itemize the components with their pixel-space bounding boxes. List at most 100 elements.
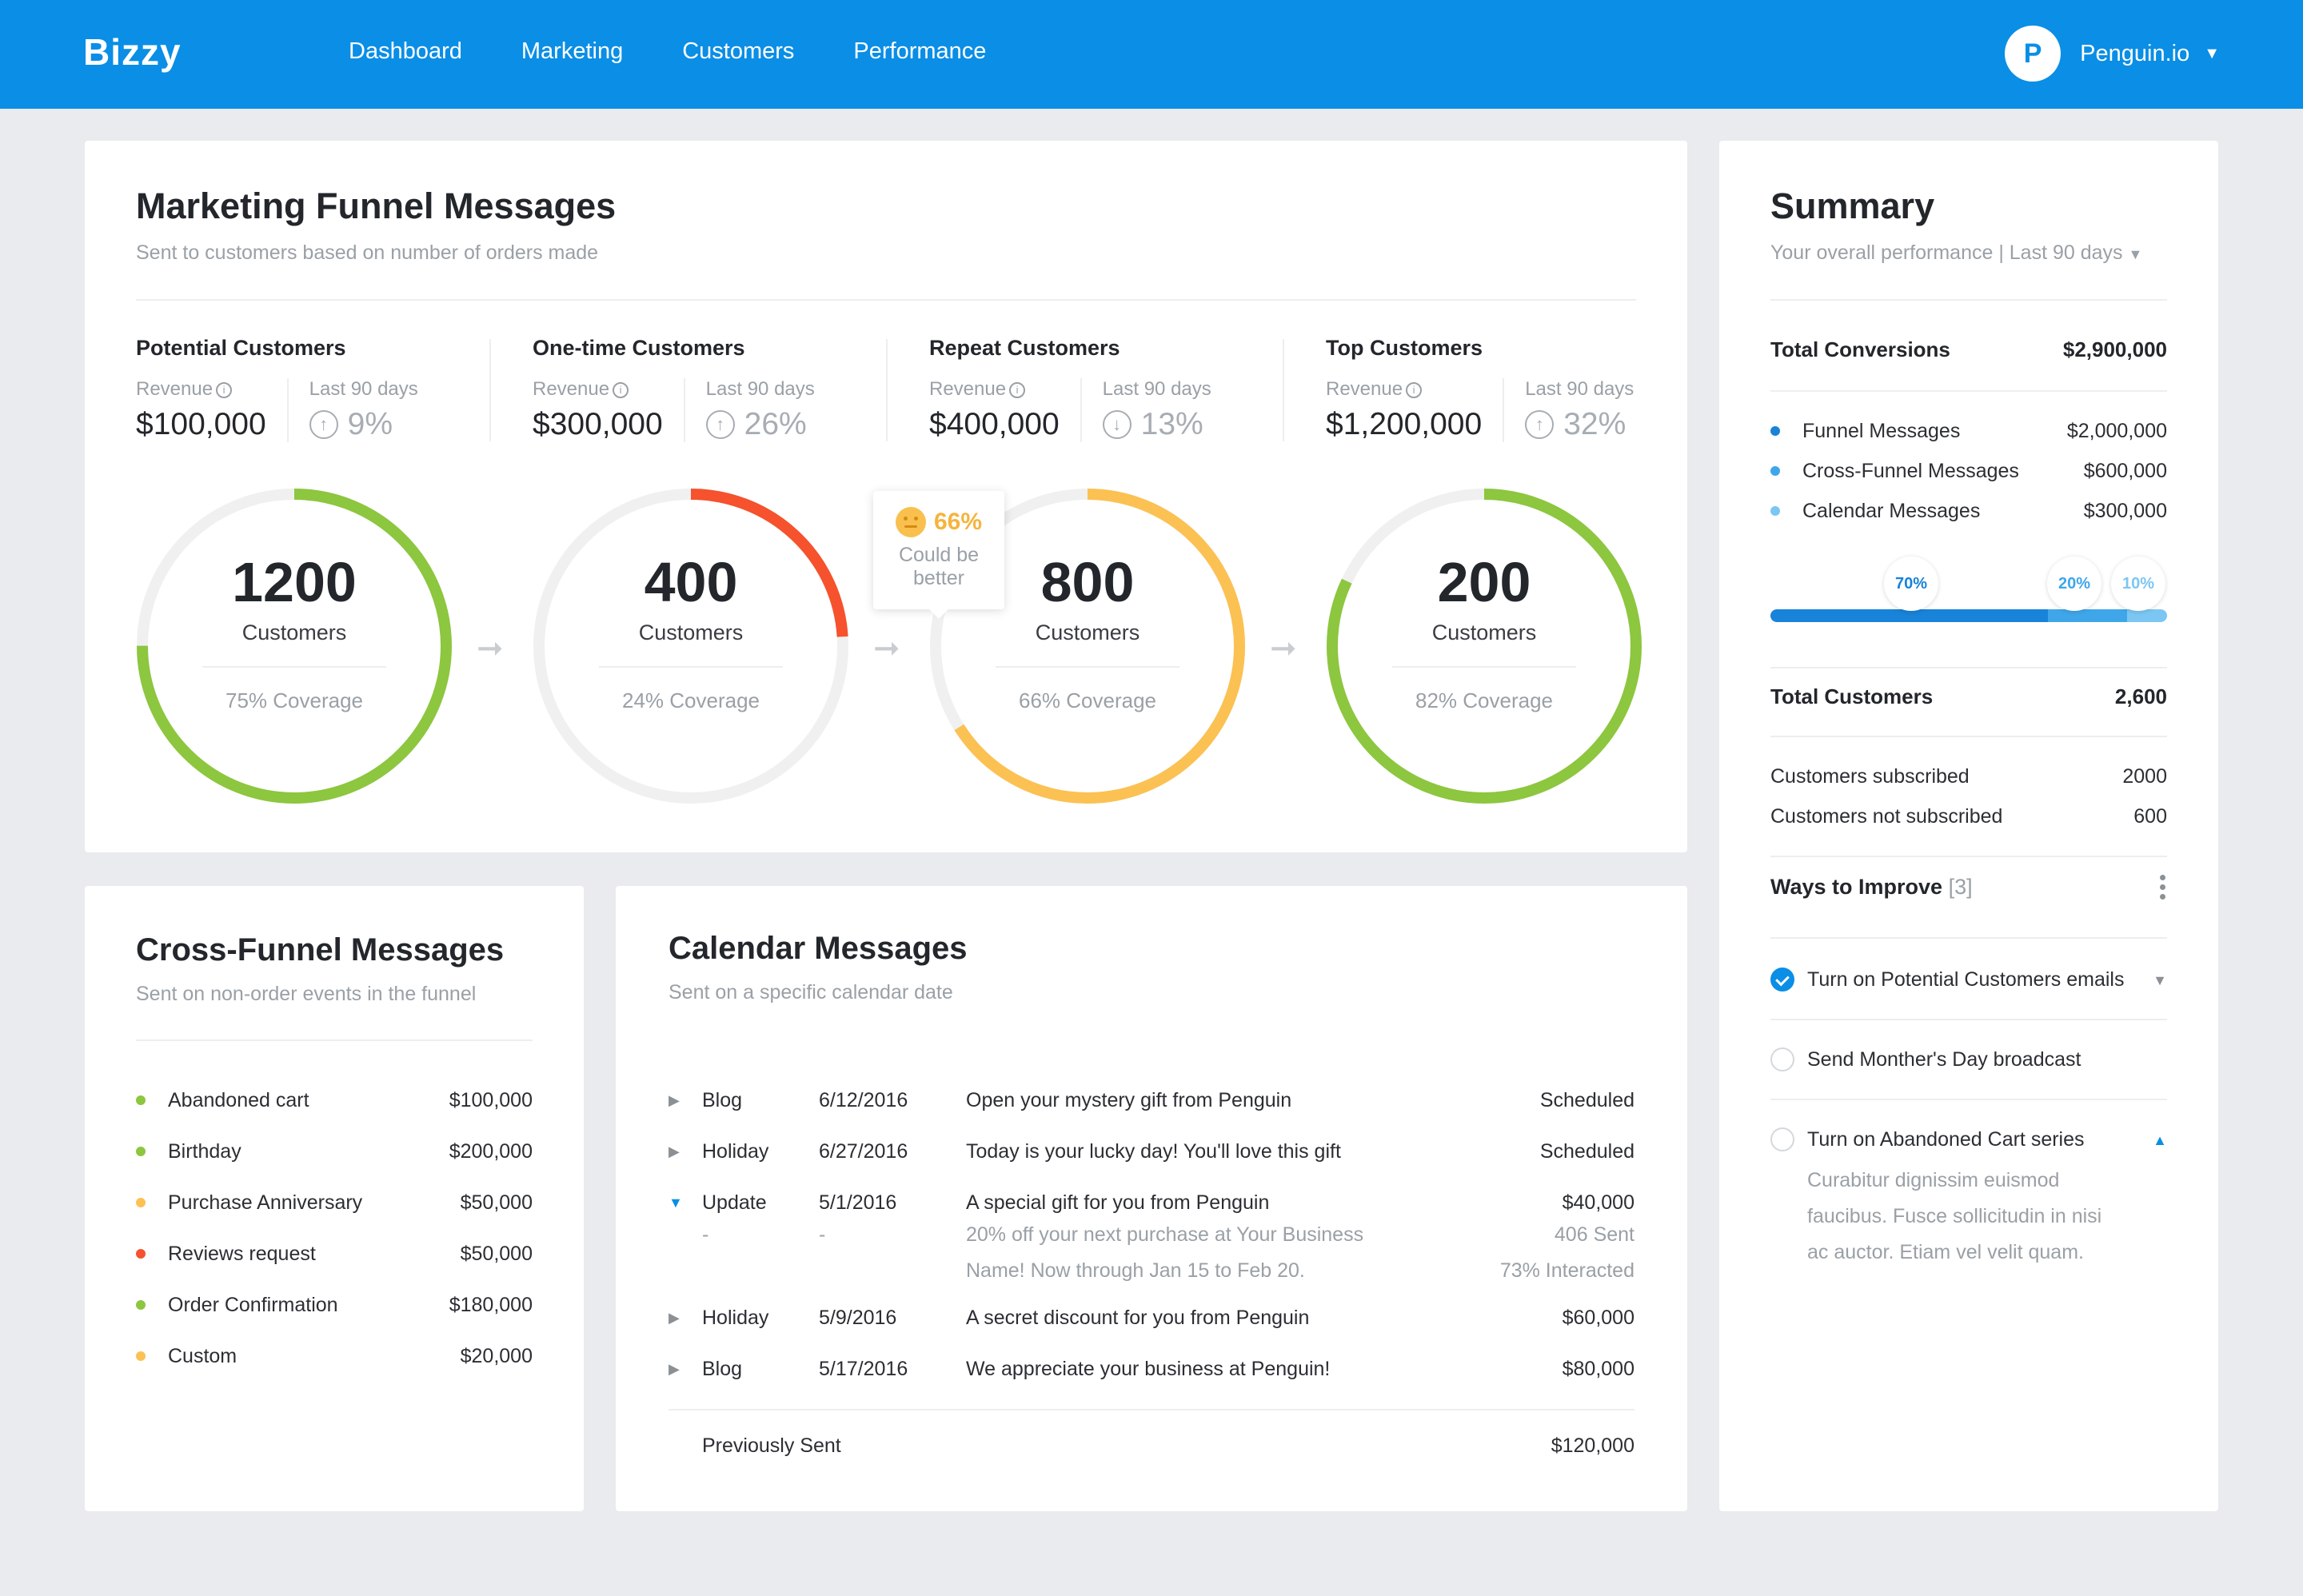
divider: [136, 299, 1636, 301]
arrow-right-icon: ➞: [873, 631, 900, 666]
arrow-right-icon: ➞: [477, 631, 504, 666]
coverage-ring[interactable]: 1200 Customers 75% Coverage: [136, 488, 453, 804]
divider: [1770, 736, 2167, 737]
customer-count: 1200: [232, 551, 357, 613]
nav-performance[interactable]: Performance: [853, 38, 987, 64]
share-segment: [2127, 609, 2167, 622]
table-row[interactable]: ▶ Blog 5/17/2016 We appreciate your busi…: [669, 1343, 1634, 1395]
cross-funnel-title: Cross-Funnel Messages: [136, 932, 505, 968]
coverage-ring[interactable]: 800 Customers 66% Coverage: [929, 488, 1246, 804]
legend-dot: [1770, 426, 1780, 436]
breakdown-value: $300,000: [2083, 499, 2167, 522]
list-item[interactable]: Custom $20,000: [136, 1331, 533, 1382]
info-icon[interactable]: i: [613, 381, 629, 398]
info-icon[interactable]: i: [1406, 381, 1423, 398]
chevron-down-icon[interactable]: ▼: [2128, 246, 2143, 262]
list-item[interactable]: Reviews request $50,000: [136, 1228, 533, 1279]
chevron-down-icon[interactable]: ▼: [2153, 972, 2167, 988]
previously-sent-row[interactable]: Previously Sent $120,000: [702, 1434, 1634, 1458]
more-options-icon[interactable]: [2160, 875, 2165, 900]
checked-checkbox[interactable]: [1770, 968, 1794, 992]
conversion-share-bar: [1770, 609, 2167, 622]
not-subscribed-row: Customers not subscribed 600: [1770, 796, 2167, 836]
divider: [1770, 299, 2167, 301]
unchecked-checkbox[interactable]: [1770, 1047, 1794, 1071]
coverage-ring[interactable]: 200 Customers 82% Coverage: [1326, 488, 1642, 804]
divider: [669, 1409, 1634, 1410]
account-menu[interactable]: P Penguin.io ▼: [2005, 26, 2220, 82]
table-row[interactable]: ▶ Blog 6/12/2016 Open your mystery gift …: [669, 1075, 1634, 1126]
stage-top: Top Customers Revenue i $1,200,000 Last 9…: [1326, 336, 1702, 442]
list-item[interactable]: Abandoned cart $100,000: [136, 1075, 533, 1126]
revenue-value: $1,200,000: [1326, 407, 1483, 441]
revenue-value: $300,000: [533, 407, 663, 441]
revenue-value: $400,000: [929, 407, 1060, 441]
expand-arrow-icon[interactable]: ▶: [669, 1091, 680, 1108]
legend-dot: [1770, 466, 1780, 476]
expand-arrow-icon[interactable]: ▶: [669, 1309, 680, 1326]
coverage-ring[interactable]: 400 Customers 24% Coverage: [533, 488, 849, 804]
list-item[interactable]: Order Confirmation $180,000: [136, 1279, 533, 1331]
table-row[interactable]: ▶ Holiday 5/9/2016 A secret discount for…: [669, 1292, 1634, 1343]
account-name[interactable]: Penguin.io: [2080, 40, 2190, 66]
status-dot: [136, 1249, 146, 1259]
customers-label: Customers: [241, 620, 347, 644]
improvement-item[interactable]: Send Monther's Day broadcast: [1770, 1047, 2167, 1071]
arrow-up-icon: ↑: [1525, 410, 1555, 439]
change-value: 32%: [1563, 407, 1626, 441]
nav-customers[interactable]: Customers: [682, 38, 795, 64]
tooltip-text: Could be: [898, 544, 980, 566]
nav-dashboard[interactable]: Dashboard: [349, 38, 462, 64]
divider: [1392, 666, 1576, 668]
period-label: Last 90 days: [1102, 378, 1211, 400]
revenue-label: Revenue: [136, 378, 214, 400]
message-subject: A special gift for you from Penguin: [966, 1191, 1270, 1214]
ways-title: Ways to Improve: [1770, 875, 1943, 899]
arrow-up-icon: ↑: [705, 410, 735, 439]
detail-message: Name! Now through Jan 15 to Feb 20.: [966, 1259, 1305, 1282]
table-row[interactable]: ▼ Update 5/1/2016 A special gift for you…: [669, 1177, 1634, 1228]
breakdown-value: $2,000,000: [2066, 419, 2167, 442]
brand-logo[interactable]: Bizzy: [83, 31, 182, 73]
message-subject: We appreciate your business at Penguin!: [966, 1357, 1331, 1380]
list-item[interactable]: Purchase Anniversary $50,000: [136, 1177, 533, 1228]
share-bubble: 10%: [2111, 557, 2165, 611]
stage-potential: Potential Customers Revenue i $100,000 La…: [136, 336, 512, 442]
expand-arrow-icon[interactable]: ▶: [669, 1143, 680, 1159]
customers-label: Customers: [1431, 620, 1537, 644]
collapse-arrow-icon[interactable]: ▼: [669, 1194, 683, 1211]
stage-one-time: One-time Customers Revenue i $300,000 Las…: [533, 336, 908, 442]
detail-type: -: [702, 1223, 709, 1246]
divider: [996, 666, 1179, 668]
main-nav: Dashboard Marketing Customers Performanc…: [349, 38, 1045, 65]
item-label: Purchase Anniversary: [168, 1191, 363, 1214]
message-date: 5/1/2016: [819, 1191, 897, 1214]
nav-marketing[interactable]: Marketing: [521, 38, 624, 64]
avatar[interactable]: P: [2005, 26, 2062, 82]
customer-count: 200: [1437, 551, 1531, 613]
item-value: $100,000: [449, 1088, 533, 1111]
unchecked-checkbox[interactable]: [1770, 1127, 1794, 1151]
divider: [136, 1039, 533, 1041]
status-dot: [136, 1300, 146, 1310]
table-row[interactable]: ▶ Holiday 6/27/2016 Today is your lucky …: [669, 1126, 1634, 1177]
info-icon[interactable]: i: [1009, 381, 1026, 398]
divider: [1770, 390, 2167, 392]
improvement-item[interactable]: Turn on Potential Customers emails ▼: [1770, 968, 2167, 992]
improvement-item[interactable]: Turn on Abandoned Cart series ▲: [1770, 1127, 2167, 1151]
improvement-label: Turn on Abandoned Cart series: [1807, 1128, 2085, 1151]
total-customers-value: 2,600: [2114, 684, 2167, 708]
chevron-up-icon[interactable]: ▲: [2153, 1132, 2167, 1148]
expand-arrow-icon[interactable]: ▶: [669, 1360, 680, 1377]
item-value: $50,000: [460, 1242, 533, 1265]
info-icon[interactable]: i: [216, 381, 233, 398]
revenue-label: Revenue: [1326, 378, 1403, 400]
period-label: Last 90 days: [309, 378, 418, 400]
list-item[interactable]: Birthday $200,000: [136, 1126, 533, 1177]
message-date: 6/27/2016: [819, 1139, 908, 1163]
arrow-up-icon: ↑: [309, 410, 338, 439]
item-label: Custom: [168, 1344, 237, 1367]
chevron-down-icon[interactable]: ▼: [2204, 44, 2220, 62]
message-date: 5/9/2016: [819, 1306, 897, 1329]
period-dropdown[interactable]: Your overall performance | Last 90 days …: [1770, 241, 2142, 265]
